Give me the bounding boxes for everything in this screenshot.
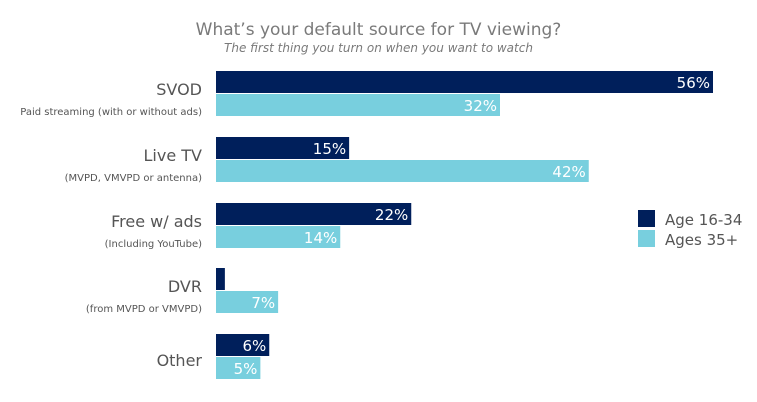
- bar-ages-35-plus: [216, 291, 279, 313]
- bar-ages-35-plus: [216, 226, 341, 248]
- data-label: 15%: [313, 140, 346, 158]
- data-label: 5%: [234, 360, 258, 378]
- category-label: DVR: [168, 277, 202, 296]
- data-label: 32%: [464, 97, 497, 115]
- legend-swatch: [638, 230, 655, 247]
- legend-label: Ages 35+: [665, 231, 738, 249]
- bar-ages-35-plus: [216, 160, 589, 182]
- category-sublabel: (Including YouTube): [105, 239, 202, 250]
- legend-swatch: [638, 210, 655, 227]
- bar-age-16-34: [216, 71, 713, 93]
- chart-title: What’s your default source for TV viewin…: [195, 20, 562, 40]
- category-sublabel: (MVPD, VMVPD or antenna): [65, 173, 202, 184]
- bar-ages-35-plus: [216, 94, 500, 116]
- bar-age-16-34: [216, 137, 350, 159]
- category-label: Other: [157, 351, 203, 370]
- category-label: Free w/ ads: [111, 212, 202, 231]
- legend-label: Age 16-34: [665, 211, 742, 229]
- bar-age-16-34: [216, 334, 270, 356]
- data-label: 6%: [242, 337, 266, 355]
- data-label: 14%: [304, 229, 337, 247]
- data-label: 56%: [677, 74, 710, 92]
- bar-age-16-34: [216, 268, 225, 290]
- bar-age-16-34: [216, 203, 412, 225]
- category-label: Live TV: [144, 146, 203, 165]
- data-label: 7%: [251, 294, 275, 312]
- data-label: 42%: [552, 163, 585, 181]
- category-sublabel: Paid streaming (with or without ads): [20, 107, 202, 118]
- chart-subtitle: The first thing you turn on when you wan…: [224, 41, 533, 55]
- category-label: SVOD: [156, 80, 202, 99]
- bar-ages-35-plus: [216, 357, 261, 379]
- category-sublabel: (from MVPD or VMVPD): [86, 304, 202, 315]
- data-label: 22%: [375, 206, 408, 224]
